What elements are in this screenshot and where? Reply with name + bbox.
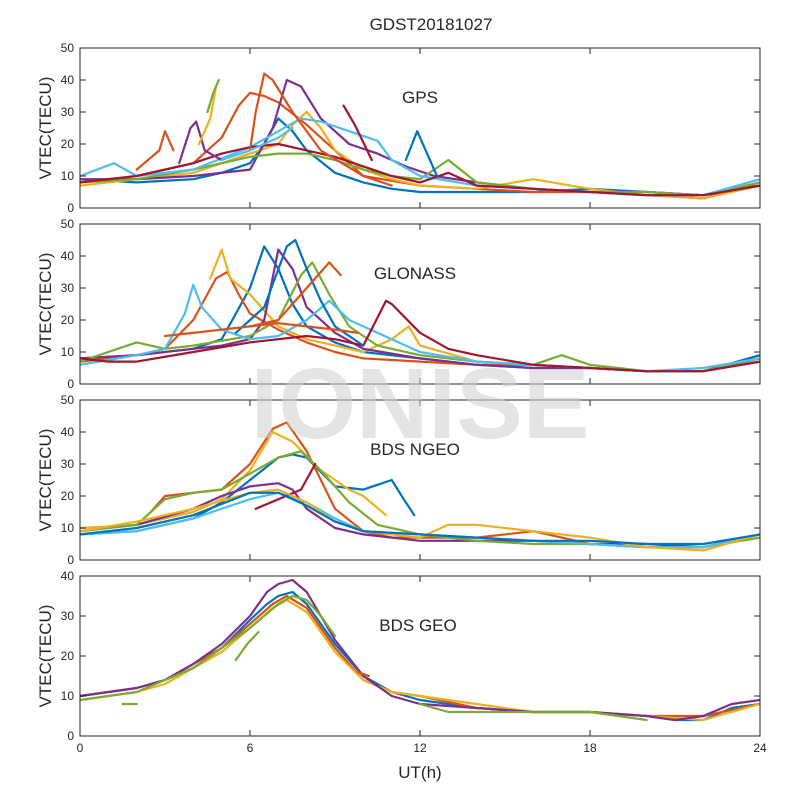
x-axis-label: UT(h) xyxy=(398,763,441,782)
panels: 0 10 20 30 40 50 VTEC(TECU) GPS 0 10 20 30 40 50 VTEC(… xyxy=(36,41,767,755)
x-tick-label: 24 xyxy=(753,741,767,755)
series-line xyxy=(206,78,220,114)
series-line xyxy=(248,72,393,187)
y-tick-label: 20 xyxy=(61,649,75,663)
series-line xyxy=(418,702,648,722)
y-tick-label: 40 xyxy=(61,73,75,87)
y-tick-label: 20 xyxy=(61,489,75,503)
series-line xyxy=(80,594,337,702)
series-line xyxy=(135,130,175,171)
series-line xyxy=(80,430,388,530)
series-line xyxy=(404,130,439,178)
y-tick-label: 30 xyxy=(61,609,75,623)
y-tick-label: 10 xyxy=(61,345,75,359)
x-tick-label: 12 xyxy=(413,741,427,755)
y-tick-label: 20 xyxy=(61,137,75,151)
plot-area xyxy=(80,48,760,208)
y-tick-label: 50 xyxy=(61,41,75,55)
series-line xyxy=(80,261,760,373)
x-tick-label: 0 xyxy=(77,741,84,755)
y-tick-label: 40 xyxy=(61,249,75,263)
y-axis-label: VTEC(TECU) xyxy=(36,605,55,708)
panel-label: BDS GEO xyxy=(379,616,456,635)
panel-2: 0 10 20 30 40 50 VTEC(TECU) GLONASS xyxy=(36,217,761,391)
y-tick-label: 0 xyxy=(67,377,74,391)
y-tick-label: 0 xyxy=(67,201,74,215)
y-axis-label: VTEC(TECU) xyxy=(36,77,55,180)
series-line xyxy=(197,85,218,146)
series-line xyxy=(178,120,223,165)
y-axis-label: VTEC(TECU) xyxy=(36,253,55,356)
series-line xyxy=(80,142,760,197)
y-tick-label: 30 xyxy=(61,281,75,295)
series-line xyxy=(220,126,294,162)
series-group xyxy=(80,421,760,552)
series-line xyxy=(342,104,373,162)
y-tick-label: 30 xyxy=(61,457,75,471)
y-tick-label: 50 xyxy=(61,393,75,407)
series-line xyxy=(248,322,359,334)
watermark: IONISE xyxy=(251,348,590,460)
panel-4: 0 10 20 30 40 0 6 12 18 24 VTEC(TECU) BDS GEO xyxy=(36,569,767,755)
y-tick-label: 10 xyxy=(61,521,75,535)
x-tick-label: 18 xyxy=(583,741,597,755)
panel-label: BDS NGEO xyxy=(370,440,460,459)
panel-1: 0 10 20 30 40 50 VTEC(TECU) GPS xyxy=(36,41,761,215)
figure-title: GDST20181027 xyxy=(370,15,493,34)
panel-label: GLONASS xyxy=(374,264,456,283)
y-tick-label: 0 xyxy=(67,729,74,743)
y-tick-label: 10 xyxy=(61,169,75,183)
y-tick-label: 20 xyxy=(61,313,75,327)
y-tick-label: 30 xyxy=(61,105,75,119)
y-tick-label: 0 xyxy=(67,553,74,567)
panel-label: GPS xyxy=(402,88,438,107)
y-tick-label: 40 xyxy=(61,569,75,583)
series-line xyxy=(80,578,760,722)
y-tick-label: 10 xyxy=(61,689,75,703)
series-line xyxy=(234,238,365,347)
y-axis-label: VTEC(TECU) xyxy=(36,429,55,532)
series-group xyxy=(80,238,760,373)
series-group xyxy=(80,578,760,722)
x-tick-label: 6 xyxy=(247,741,254,755)
plot-area xyxy=(80,576,760,736)
series-group xyxy=(80,72,760,200)
series-line xyxy=(356,670,371,678)
series-line xyxy=(80,491,760,546)
y-tick-label: 40 xyxy=(61,425,75,439)
series-line xyxy=(80,299,760,373)
series-line xyxy=(163,261,342,338)
panel-3: 0 10 20 30 40 50 VTEC(TECU) BDS NGEO xyxy=(36,393,761,567)
y-tick-label: 50 xyxy=(61,217,75,231)
series-line xyxy=(234,630,260,662)
